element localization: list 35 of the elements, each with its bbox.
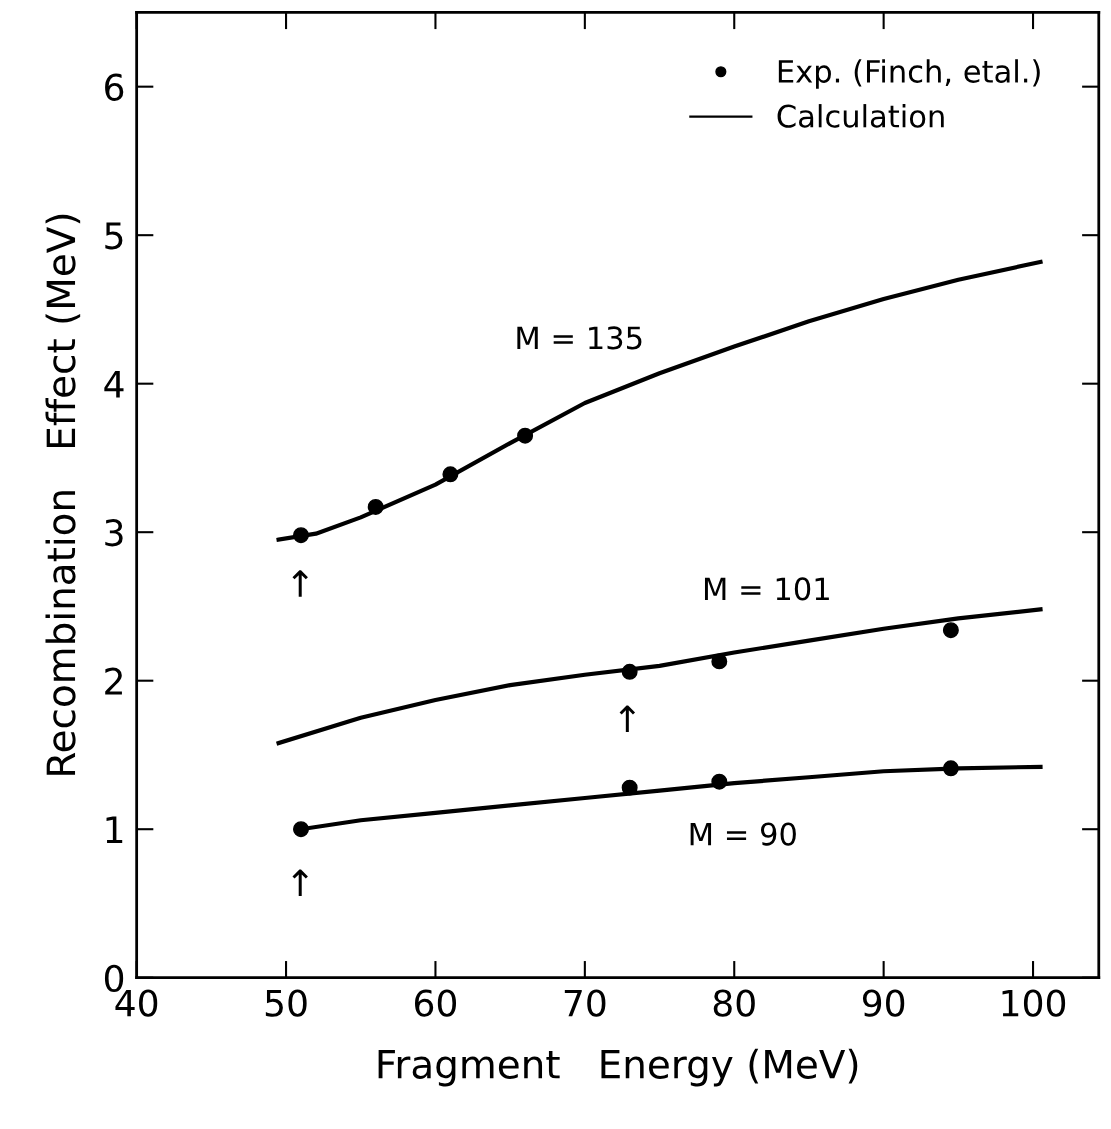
point: [942, 622, 959, 639]
y-tick-label: 3: [105, 519, 123, 547]
point: [621, 779, 638, 796]
y-axis-title: Recombination Effect (MeV): [45, 214, 81, 775]
y-tick-label: 4: [104, 371, 124, 398]
line-series: [276, 259, 1043, 542]
x-tick-label: 70: [564, 989, 606, 1017]
annotation: M = 101: [704, 577, 829, 601]
annotation: ↑: [619, 705, 636, 732]
y-tick-label: 5: [105, 222, 123, 250]
x-tick-label: 90: [862, 989, 905, 1017]
annotation: M = 135: [517, 326, 642, 350]
point: [442, 466, 459, 483]
y-tick-label: 1: [106, 816, 123, 843]
y-tick-label: 2: [105, 667, 122, 695]
point: [367, 498, 384, 515]
annotation: ↑: [292, 869, 308, 896]
point: [293, 821, 309, 838]
x-tick-label: 100: [1002, 989, 1066, 1017]
point: [293, 527, 309, 544]
point: [621, 663, 638, 680]
annotation: ↑: [292, 570, 308, 597]
point: [711, 773, 728, 790]
point: [517, 427, 534, 444]
annotation: M = 90: [690, 822, 796, 846]
x-tick-label: 60: [415, 989, 457, 1017]
x-tick-label: 80: [713, 989, 755, 1017]
point: [942, 760, 959, 777]
legend-label: Calculation: [777, 104, 944, 128]
point: [711, 653, 728, 670]
line-series: [276, 607, 1043, 746]
x-tick-label: 50: [265, 989, 307, 1017]
y-tick-label: 6: [105, 73, 124, 101]
x-axis-title: Fragment Energy (MeV): [378, 1048, 858, 1087]
legend-label: Exp. (Finch, etal.): [778, 59, 1040, 89]
